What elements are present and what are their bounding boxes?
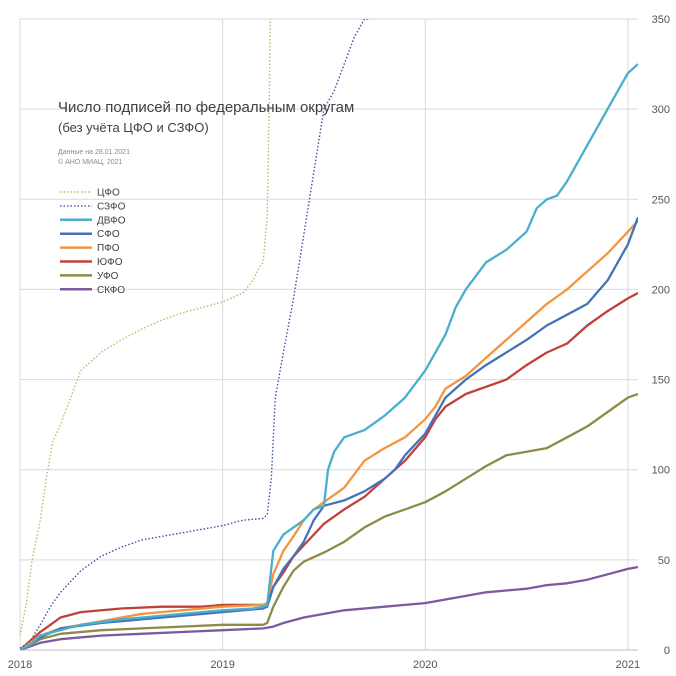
legend-label: ЦФО [97,188,120,199]
y-tick-label-200: 200 [652,284,670,296]
legend-item-СКФО: СКФО [60,285,125,296]
legend-label: ДВФО [97,215,126,226]
series-line-УФО [20,392,638,650]
series-line-ЮФО [20,291,638,650]
series-line-ПФО [20,220,638,650]
legend: ЦФО СЗФО ДВФО СФО ПФО ЮФО УФО СКФО [60,188,126,296]
x-tick-label-2019: 2019 [210,659,234,671]
legend-item-СФО: СФО [60,229,120,240]
legend-label: СЗФО [97,201,126,212]
y-tick-label-150: 150 [652,375,670,387]
chart-subtitle: (без учёта ЦФО и СЗФО) [58,120,209,135]
legend-label: СФО [97,229,120,240]
y-tick-label-50: 50 [658,555,670,567]
series-lines [20,19,638,650]
legend-label: УФО [97,271,119,282]
y-axis: 0 50 100 150 200 250 300 350 [652,14,670,657]
series-line-СФО [20,216,638,650]
y-tick-label-350: 350 [652,14,670,26]
chart-title: Число подписей по федеральным округам [58,99,354,116]
series-line-СКФО [20,565,638,650]
x-tick-label-2021: 2021 [616,659,640,671]
copyright-note: © АНО МИАЦ, 2021 [58,158,122,166]
legend-label: СКФО [97,285,125,296]
legend-label: ЮФО [97,257,123,268]
grid [19,18,638,651]
legend-item-СЗФО: СЗФО [60,201,126,212]
legend-label: ПФО [97,243,120,254]
x-tick-label-2018: 2018 [8,659,32,671]
data-date-note: Данные на 28.01.2021 [58,149,130,156]
y-tick-label-300: 300 [652,104,670,116]
legend-item-ЦФО: ЦФО [60,188,120,199]
x-tick-label-2020: 2020 [413,659,437,671]
series-line-ДВФО [20,63,638,650]
y-tick-label-0: 0 [664,645,670,657]
legend-item-ЮФО: ЮФО [60,257,123,268]
legend-item-УФО: УФО [60,271,119,282]
x-axis: 2018 2019 2020 2021 [8,659,640,671]
series-line-СЗФО [20,19,369,649]
y-tick-label-250: 250 [652,194,670,206]
series-line-ЦФО [20,19,274,636]
legend-item-ДВФО: ДВФО [60,215,126,226]
legend-item-ПФО: ПФО [60,243,120,254]
y-tick-label-100: 100 [652,465,670,477]
